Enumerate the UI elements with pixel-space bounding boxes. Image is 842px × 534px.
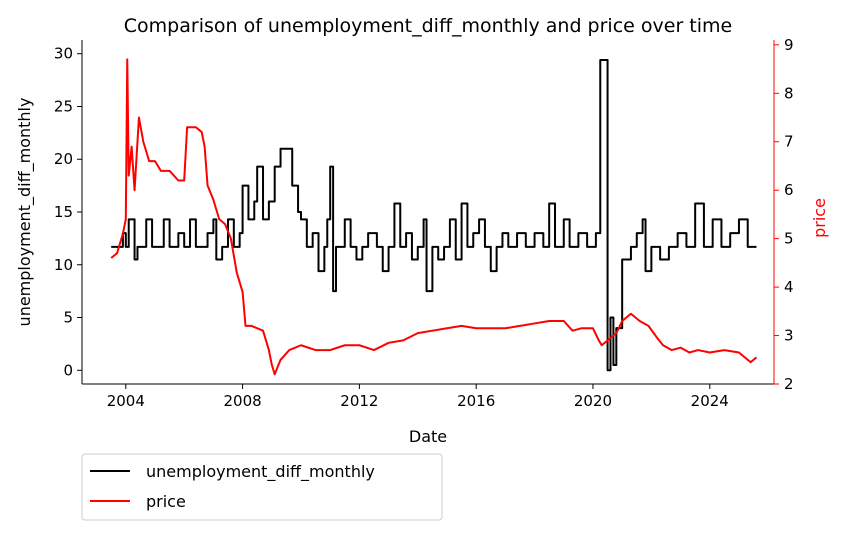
y-right-tick-label: 4: [784, 278, 794, 296]
x-tick-label: 2024: [691, 392, 729, 410]
y-left-tick-label: 15: [54, 203, 73, 221]
y-left-tick-label: 30: [54, 45, 73, 63]
x-tick-label: 2020: [574, 392, 612, 410]
y-right-axis-label: price: [810, 198, 829, 238]
y-left-tick-label: 20: [54, 150, 73, 168]
x-tick-label: 2012: [340, 392, 378, 410]
y-right-tick-label: 3: [784, 327, 794, 345]
y-right-tick-label: 9: [784, 36, 794, 54]
series-line-unemployment-diff-monthly: [111, 59, 757, 372]
x-tick-label: 2008: [223, 392, 261, 410]
y-right-tick-label: 6: [784, 181, 794, 199]
y-right-tick-label: 8: [784, 84, 794, 102]
legend-label-price: price: [146, 492, 186, 511]
legend-box: [81, 453, 443, 521]
legend-label-unemployment: unemployment_diff_monthly: [146, 462, 375, 482]
x-tick-label: 2016: [457, 392, 495, 410]
series-line-price: [110, 58, 758, 376]
y-right-axis-ticks: 2 3 4 5 6 7 8 9: [774, 36, 794, 393]
x-axis-ticks: 2004 2008 2012 2016 2020 2024: [107, 384, 729, 410]
legend: unemployment_diff_monthly price: [81, 453, 443, 521]
series-layer: [110, 58, 758, 376]
chart-title: Comparison of unemployment_diff_monthly …: [124, 15, 732, 37]
y-left-axis-ticks: 0 5 10 15 20 25 30: [54, 45, 82, 379]
y-left-tick-label: 10: [54, 256, 73, 274]
y-left-tick-label: 0: [63, 361, 73, 379]
y-right-tick-label: 5: [784, 230, 794, 248]
y-left-axis-label: unemployment_diff_monthly: [15, 98, 35, 327]
y-right-tick-label: 2: [784, 375, 794, 393]
x-axis-label: Date: [409, 427, 447, 446]
y-left-tick-label: 5: [63, 309, 73, 327]
y-right-tick-label: 7: [784, 133, 794, 151]
x-tick-label: 2004: [107, 392, 145, 410]
y-left-tick-label: 25: [54, 97, 73, 115]
